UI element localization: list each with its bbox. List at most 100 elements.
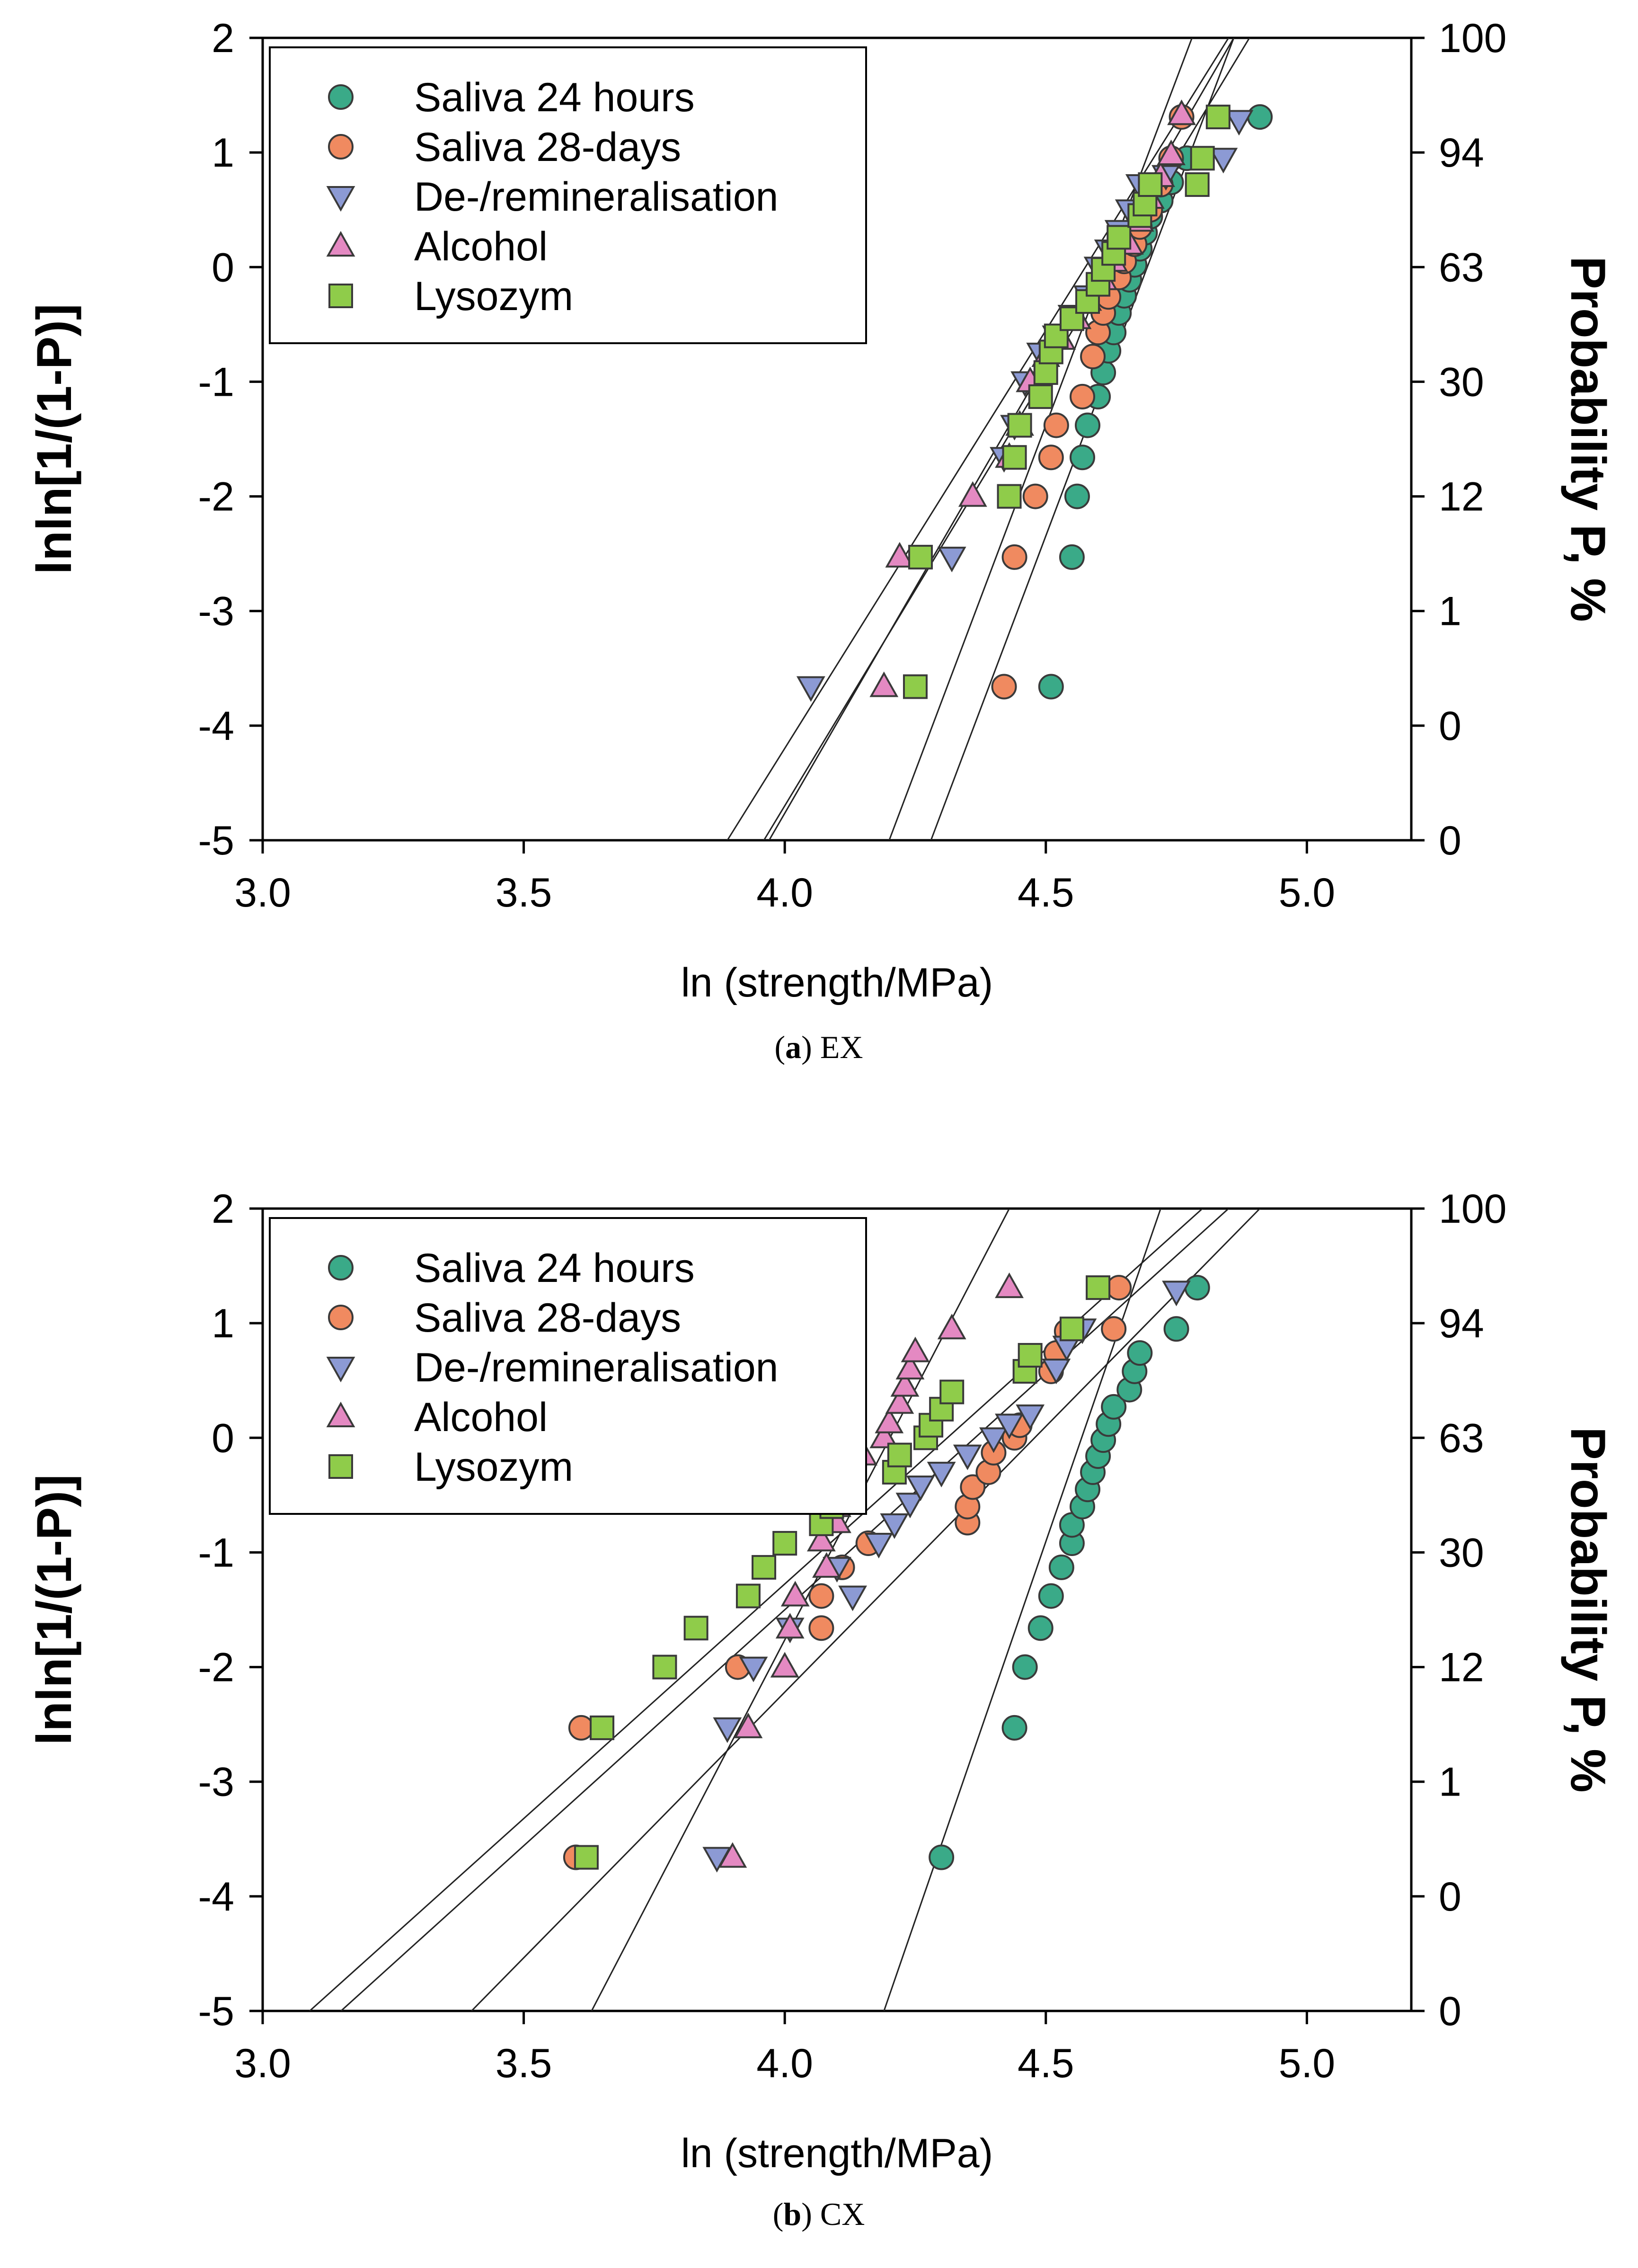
data-point (812, 1552, 841, 1578)
y-right-tick-label: 0 (1439, 818, 1461, 863)
data-point (937, 546, 966, 572)
data-point (735, 1583, 761, 1609)
data-point (895, 1493, 925, 1519)
legend-label: Saliva 24 hours (414, 75, 695, 120)
data-point (752, 1555, 777, 1580)
legend-marker (328, 1255, 354, 1281)
data-point (864, 1533, 894, 1559)
x-axis-title: ln (strength/MPa) (681, 2131, 993, 2176)
data-point (1012, 1654, 1038, 1680)
data-point (979, 1427, 1008, 1453)
y-right-tick-label: 30 (1439, 1530, 1484, 1575)
data-point (1033, 360, 1058, 385)
data-point (1038, 445, 1064, 471)
y-tick-label: -3 (198, 1760, 234, 1805)
fit-line (591, 1209, 1010, 2011)
y-tick-label: 1 (212, 1301, 234, 1346)
data-point (929, 1844, 955, 1870)
data-point (1002, 445, 1027, 470)
y-tick-label: -5 (198, 818, 234, 863)
legend-label: Alcohol (414, 224, 548, 269)
y-tick-label: 2 (212, 1186, 234, 1232)
data-point (890, 1371, 920, 1397)
x-tick-label: 3.0 (234, 870, 291, 916)
data-point (574, 1845, 599, 1870)
legend-label: Saliva 28-days (414, 1295, 681, 1341)
y-tick-label: 1 (212, 130, 234, 176)
legend-marker (328, 284, 353, 308)
data-point (1106, 1275, 1132, 1301)
legend-marker (328, 1305, 354, 1330)
data-point (1101, 1316, 1127, 1342)
data-point (1138, 172, 1163, 197)
data-point (718, 1842, 747, 1868)
data-point (991, 674, 1017, 700)
legend-label: Saliva 28-days (414, 125, 681, 170)
y-tick-label: -1 (198, 359, 234, 405)
y-tick-label: -4 (198, 1874, 234, 1920)
series-saliva-24-hours (929, 1275, 1210, 1870)
legend-marker (326, 1357, 355, 1383)
data-point (1224, 110, 1254, 136)
data-point (1027, 1615, 1054, 1641)
data-point (995, 1272, 1024, 1299)
data-point (1185, 172, 1210, 197)
y-right-tick-label: 63 (1439, 245, 1484, 290)
data-point (869, 671, 899, 697)
legend: Saliva 24 hours Saliva 28-daysDe-/reminer… (269, 46, 867, 344)
data-point (770, 1652, 799, 1678)
legend-label: De-/remineralisation (414, 1345, 779, 1390)
data-point (683, 1616, 708, 1641)
data-point (1038, 1583, 1064, 1609)
x-tick-label: 4.5 (1018, 870, 1074, 916)
series-lysozym (903, 105, 1231, 699)
data-point (1028, 384, 1053, 409)
data-point (1086, 1275, 1111, 1300)
data-point (1080, 344, 1106, 370)
data-point (1059, 544, 1085, 570)
legend-label: Alcohol (414, 1395, 548, 1440)
data-point (838, 1585, 868, 1611)
data-point (1163, 1316, 1189, 1342)
data-point (1075, 412, 1101, 438)
data-point (1167, 99, 1196, 125)
data-point (1101, 1394, 1127, 1420)
data-point (927, 1461, 956, 1488)
data-point (885, 1388, 914, 1414)
plot-frame (261, 36, 1413, 842)
data-point (1043, 412, 1069, 438)
legend-box (269, 1217, 867, 1515)
data-point (808, 1583, 834, 1609)
fit-line (888, 38, 1193, 840)
data-point (997, 484, 1022, 509)
data-point (939, 1379, 965, 1405)
y-tick-label: -2 (198, 474, 234, 520)
data-point (1018, 1343, 1043, 1368)
legend-label: De-/remineralisation (414, 174, 779, 220)
legend-marker (326, 231, 355, 257)
data-point (958, 481, 987, 507)
legend-marker (326, 1401, 355, 1427)
data-point (1048, 1554, 1074, 1580)
data-point (901, 1336, 930, 1362)
y-axis-title: lnln[1/(1-P)] (27, 304, 82, 575)
y-axis-title: lnln[1/(1-P)] (27, 1475, 82, 1745)
data-point (908, 544, 933, 569)
x-axis-title: ln (strength/MPa) (681, 960, 993, 1005)
data-point (869, 1423, 899, 1449)
data-point (1107, 225, 1132, 250)
data-point (1157, 139, 1186, 165)
data-point (1184, 1275, 1210, 1301)
x-tick-label: 3.5 (496, 2041, 552, 2086)
data-point (806, 1526, 836, 1552)
data-point (1001, 1715, 1027, 1741)
data-point (796, 676, 825, 702)
y-tick-label: 0 (212, 245, 234, 290)
y-right-tick-label: 94 (1439, 1301, 1484, 1346)
data-point (1205, 105, 1231, 130)
data-point (780, 1581, 810, 1607)
y-right-tick-label: 12 (1439, 1645, 1484, 1690)
x-tick-label: 5.0 (1279, 2041, 1336, 2086)
